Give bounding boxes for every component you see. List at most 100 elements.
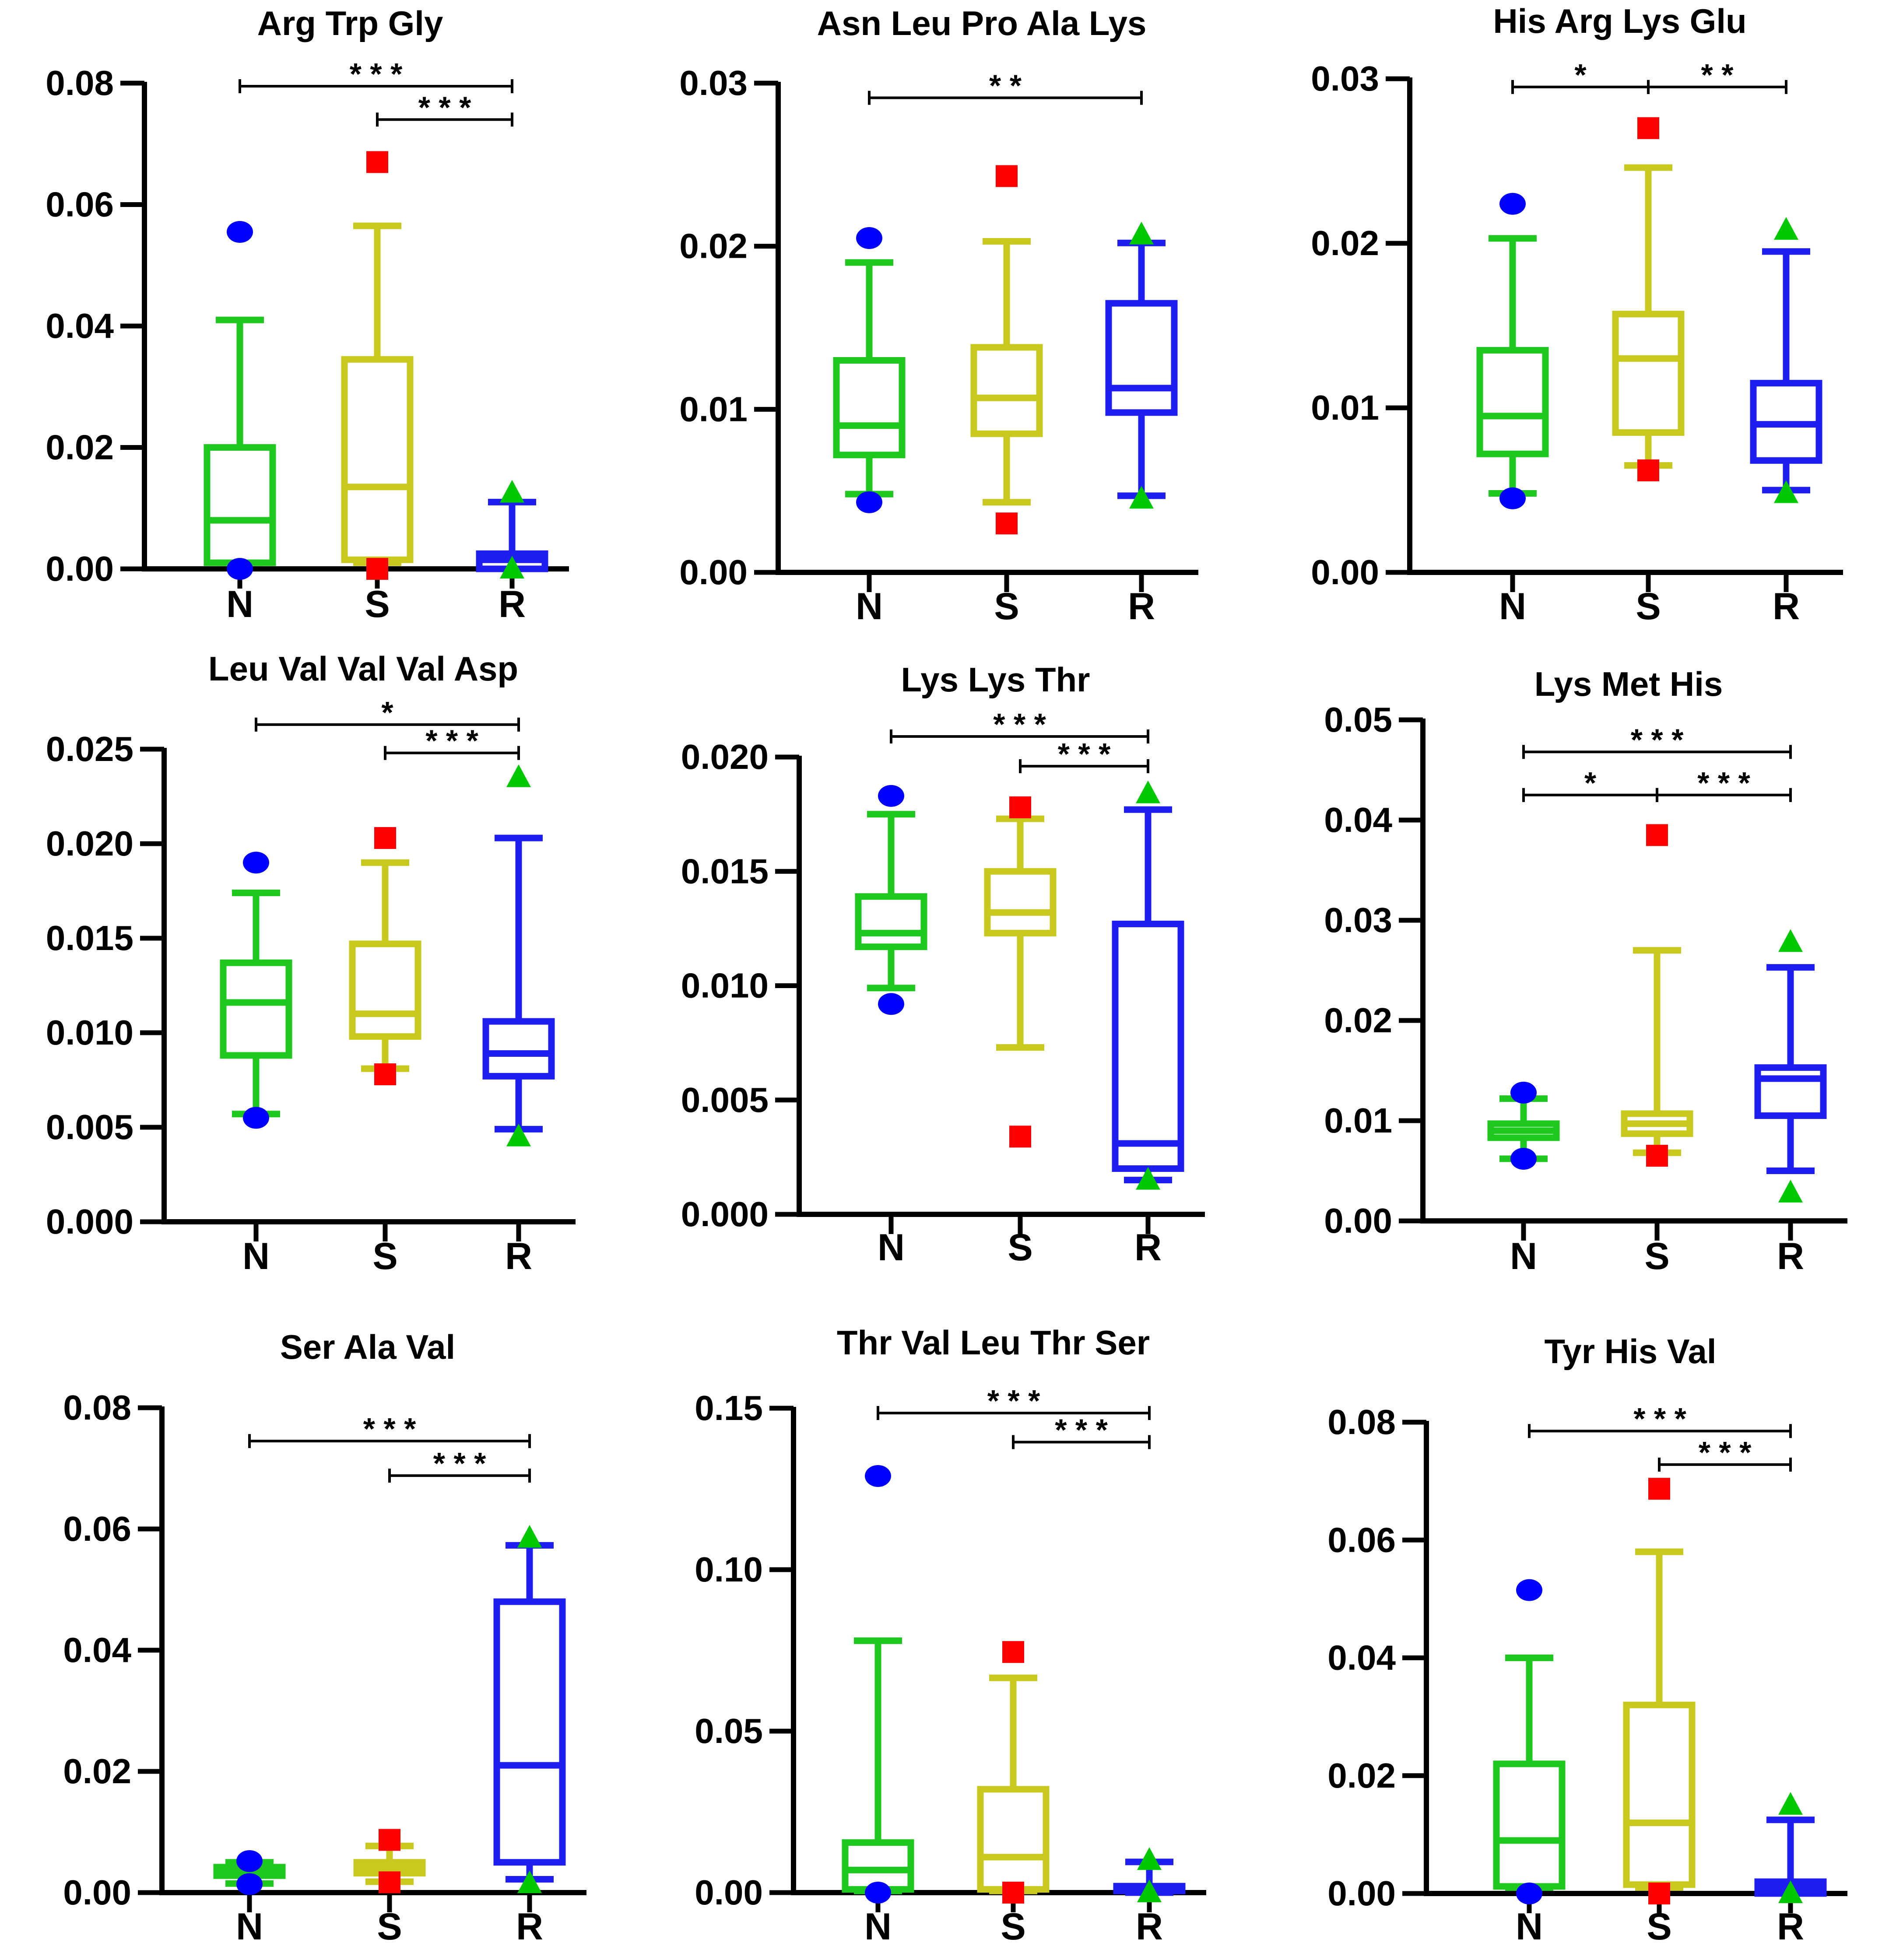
y-tick-label: 0.005 (46, 1108, 133, 1147)
outlier-point (1137, 1879, 1162, 1902)
y-tick-label: 0.01 (1311, 388, 1379, 427)
outlier-point (236, 1850, 263, 1872)
chart-panel-ser-ala-val: Ser Ala Val 0.00 0.02 0.04 0.06 0.08 N S R * * * *… (63, 1328, 586, 1948)
chart-title: His Arg Lys Glu (1493, 2, 1746, 40)
x-tick-label: R (1136, 1906, 1163, 1948)
y-tick-label: 0.00 (46, 549, 114, 588)
box-iqr (855, 893, 927, 950)
outlier-point (1637, 459, 1659, 481)
significance-label: * * * (1697, 766, 1750, 800)
y-tick-label: 0.02 (1327, 1756, 1396, 1795)
outlier-point (1774, 480, 1798, 503)
chart-panel-his-arg-lys-glu: His Arg Lys Glu 0.00 0.01 0.02 0.03 N S R * * * (1311, 2, 1843, 628)
outlier-point (1637, 117, 1659, 139)
y-tick-label: 0.00 (1311, 553, 1379, 592)
x-tick-label: N (878, 1227, 905, 1269)
outlier-point (500, 556, 524, 579)
outlier-point (996, 512, 1018, 535)
outlier-point (379, 1829, 400, 1851)
x-tick-label: S (1647, 1906, 1671, 1948)
significance-label: * * * (433, 1446, 486, 1480)
chart-title: Lys Met His (1534, 665, 1723, 703)
chart-panel-lys-met-his: Lys Met His 0.00 0.01 0.02 0.03 0.04 0.05 N S R * … (1324, 665, 1847, 1277)
outlier-point (517, 1525, 542, 1548)
y-tick-label: 0.010 (46, 1013, 133, 1052)
outlier-point (1646, 1145, 1668, 1167)
significance-label: * (381, 695, 393, 729)
y-tick-label: 0.000 (46, 1202, 133, 1241)
y-tick-label: 0.02 (679, 227, 748, 266)
y-tick-label: 0.06 (46, 185, 114, 224)
box-iqr (349, 940, 421, 1040)
box-iqr (1112, 920, 1184, 1172)
outlier-point (878, 785, 904, 807)
outlier-point (243, 1107, 269, 1129)
outlier-point (227, 558, 253, 580)
y-tick-label: 0.00 (1324, 1201, 1392, 1240)
significance-label: * (1584, 766, 1597, 800)
y-tick-label: 0.005 (681, 1080, 769, 1119)
x-tick-label: R (1128, 586, 1155, 628)
x-tick-label: R (1773, 586, 1800, 628)
chart-panel-tyr-his-val: Tyr His Val 0.00 0.02 0.04 0.06 0.08 N S R * * * *… (1327, 1332, 1847, 1948)
x-tick-label: R (1777, 1906, 1804, 1948)
x-tick-label: N (236, 1906, 263, 1948)
significance-label: * * (1701, 58, 1734, 92)
y-tick-label: 0.03 (1324, 901, 1392, 940)
x-tick-label: R (505, 1235, 532, 1277)
outlier-point (856, 227, 882, 249)
outlier-point (1002, 1882, 1024, 1904)
y-tick-label: 0.020 (46, 824, 133, 863)
outlier-point (1136, 1167, 1160, 1190)
outlier-point (865, 1882, 891, 1904)
outlier-point (227, 221, 253, 243)
y-tick-label: 0.06 (63, 1509, 131, 1548)
outlier-point (1002, 1641, 1024, 1663)
y-tick-label: 0.01 (1324, 1101, 1392, 1140)
outlier-point (374, 1063, 396, 1086)
y-tick-label: 0.04 (1324, 800, 1392, 839)
significance-label: * (1574, 58, 1587, 92)
y-tick-label: 0.05 (1324, 700, 1392, 739)
y-tick-label: 0.03 (1311, 59, 1379, 98)
y-tick-label: 0.08 (63, 1388, 131, 1427)
chart-title: Arg Trp Gly (257, 4, 443, 42)
y-tick-label: 0.015 (46, 919, 133, 957)
y-tick-label: 0.08 (46, 63, 114, 102)
chart-panel-asn-leu-pro-ala-lys: Asn Leu Pro Ala Lys 0.00 0.01 0.02 0.03 N S R * … (679, 4, 1198, 628)
y-tick-label: 0.15 (695, 1388, 763, 1427)
significance-label: * * * (425, 724, 478, 758)
outlier-point (878, 993, 904, 1015)
outlier-point (1648, 1883, 1670, 1904)
y-tick-label: 0.02 (46, 428, 114, 467)
x-tick-label: N (1499, 586, 1526, 628)
outlier-point (379, 1871, 400, 1893)
chart-title: Asn Leu Pro Ala Lys (817, 4, 1147, 42)
outlier-point (1778, 1792, 1803, 1815)
y-tick-label: 0.020 (681, 737, 769, 776)
y-tick-label: 0.00 (695, 1873, 763, 1912)
significance-label: * * * (363, 1412, 416, 1446)
x-tick-label: R (1777, 1235, 1804, 1277)
outlier-point (1778, 1179, 1803, 1203)
y-tick-label: 0.025 (46, 729, 133, 768)
outlier-point (1129, 221, 1154, 245)
y-tick-label: 0.06 (1327, 1520, 1396, 1559)
box-iqr (1493, 1760, 1566, 1890)
outlier-point (1648, 1478, 1670, 1500)
x-tick-label: S (377, 1906, 402, 1948)
significance-label: * * * (1633, 1402, 1686, 1436)
significance-label: * * * (418, 90, 471, 124)
chart-panel-leu-val-val-val-asp: Leu Val Val Val Asp 0.000 0.005 0.010 0.015 0… (46, 649, 576, 1277)
x-tick-label: R (499, 583, 526, 625)
box-iqr (493, 1598, 566, 1866)
outlier-point (500, 480, 524, 503)
chart-title: Thr Val Leu Thr Ser (837, 1323, 1150, 1362)
significance-label: * * * (993, 707, 1046, 741)
x-tick-label: N (1516, 1906, 1543, 1948)
y-tick-label: 0.05 (695, 1711, 763, 1750)
y-tick-label: 0.01 (679, 389, 748, 428)
y-tick-label: 0.02 (63, 1752, 131, 1791)
outlier-point (1137, 1847, 1162, 1870)
y-tick-label: 0.02 (1324, 1001, 1392, 1040)
